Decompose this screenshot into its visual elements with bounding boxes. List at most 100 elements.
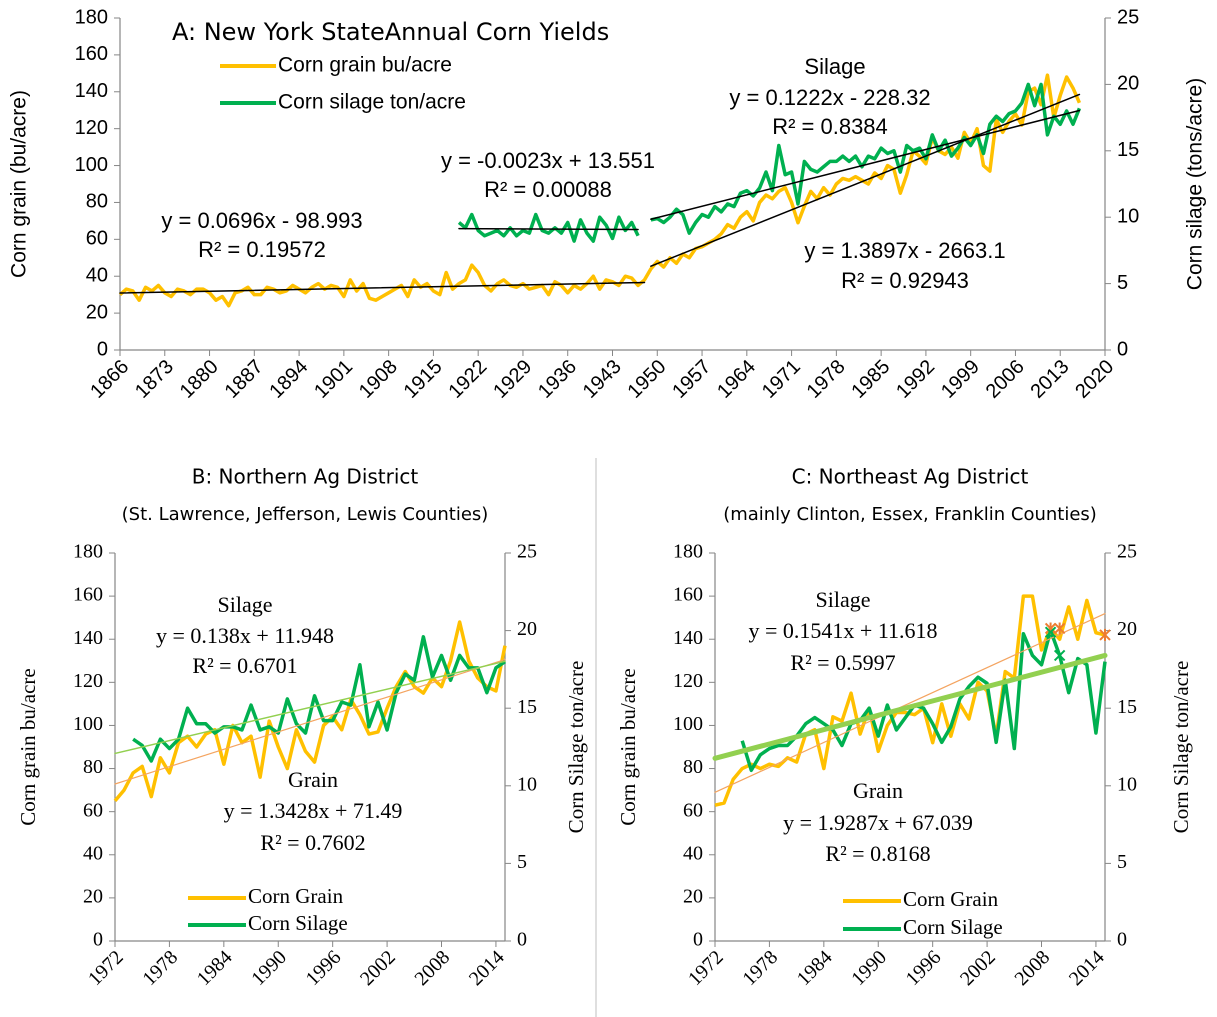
y2-axis-title: Corn silage (tons/acre) [1184,78,1207,290]
legend-label: Corn grain bu/acre [278,54,452,77]
y2-tick-label: 10 [1117,205,1139,227]
y2-tick-label: 25 [1117,6,1139,28]
annotation: R² = 0.5997 [790,650,895,675]
legend-label: Corn Silage [248,911,348,935]
chart-title: B: Northern Ag District [192,465,419,489]
point-marker [1053,649,1066,662]
trendline [119,281,646,294]
series-line [118,73,1082,308]
legend-label: Corn Silage [903,915,1003,939]
annotation: y = 1.3428x + 71.49 [224,798,403,823]
y-axis-title: Corn grain (bu/acre) [8,90,31,278]
y-tick-label: 180 [75,6,108,28]
annotation: y = 0.138x + 11.948 [156,623,334,648]
y-tick-label: 160 [75,43,108,65]
y-tick-label: 20 [83,885,103,907]
y-tick-label: 160 [673,584,703,606]
annotation: R² = 0.6701 [192,653,297,678]
trendline [114,658,506,785]
annotation: R² = 0.8168 [825,841,930,866]
y-tick-label: 0 [93,929,103,951]
point-marker [1053,622,1066,635]
series-line [740,628,1107,773]
point-marker [1099,628,1111,641]
chart-title: C: Northeast Ag District [792,465,1029,489]
y-tick-label: 100 [73,713,103,735]
legend-label: Corn Grain [248,884,344,908]
y2-tick-label: 25 [517,541,537,563]
y2-axis-title: Corn Silage ton/acre [1169,661,1193,834]
y2-tick-label: 20 [1117,618,1137,640]
annotation: R² = 0.92943 [841,268,969,293]
chart-subtitle: (St. Lawrence, Jefferson, Lewis Counties… [122,504,489,525]
annotation: R² = 0.00088 [484,177,612,202]
annotation: y = -0.0023x + 13.551 [441,148,655,173]
trendline [114,660,506,755]
y2-tick-label: 15 [517,696,537,718]
annotation: y = 0.1541x + 11.618 [749,618,938,643]
annotation: R² = 0.7602 [260,830,365,855]
trendline [650,93,1081,267]
y-tick-label: 120 [73,670,103,692]
series-line [113,620,507,803]
y2-tick-label: 20 [517,618,537,640]
y-tick-label: 0 [693,929,703,951]
y2-tick-label: 0 [1117,338,1128,360]
y2-axis-title: Corn Silage ton/acre [564,661,588,834]
trendline [458,227,639,231]
y-tick-label: 60 [683,799,703,821]
y2-tick-label: 20 [1117,73,1139,95]
y-tick-label: 100 [75,154,108,176]
y2-tick-label: 25 [1117,541,1137,563]
y2-tick-label: 0 [1117,929,1127,951]
annotation: Grain [853,778,903,803]
y2-tick-label: 5 [1117,272,1128,294]
y-tick-label: 120 [673,670,703,692]
trendline [650,109,1081,220]
y-tick-label: 20 [86,301,108,323]
y-axis-title: Corn grain bu/acre [616,668,640,825]
y-tick-label: 80 [86,191,108,213]
y-tick-label: 40 [86,265,108,287]
y-tick-label: 20 [683,885,703,907]
y2-tick-label: 15 [1117,139,1139,161]
annotation: R² = 0.8384 [772,114,888,139]
chart-subtitle: (mainly Clinton, Essex, Franklin Countie… [723,504,1097,525]
y-axis-title: Corn grain bu/acre [16,668,40,825]
y-tick-label: 0 [97,338,108,360]
legend-label: Corn Grain [903,887,999,911]
annotation: Silage [816,587,871,612]
y-tick-label: 40 [683,842,703,864]
y-tick-label: 80 [683,756,703,778]
annotation: y = 1.3897x - 2663.1 [804,238,1005,263]
annotation: Silage [804,54,865,79]
annotation: y = 1.9287x + 67.039 [783,810,973,835]
y2-tick-label: 5 [1117,851,1127,873]
y-tick-label: 140 [75,80,108,102]
annotation: Silage [218,592,273,617]
trendline [714,612,1106,793]
annotation: Grain [288,767,338,792]
y-tick-label: 180 [673,541,703,563]
y2-tick-label: 10 [1117,773,1137,795]
annotation: y = 0.0696x - 98.993 [161,208,362,233]
y-tick-label: 140 [673,627,703,649]
y-tick-label: 120 [75,117,108,139]
y-tick-label: 40 [83,842,103,864]
y-tick-label: 100 [673,713,703,735]
y-tick-label: 60 [83,799,103,821]
legend-label: Corn silage ton/acre [278,91,466,114]
y-tick-label: 60 [86,228,108,250]
point-marker [1044,626,1057,638]
y-tick-label: 80 [83,756,103,778]
trendline [712,652,1108,761]
annotation: y = 0.1222x - 228.32 [729,85,930,110]
annotation: R² = 0.19572 [198,237,326,262]
series-line [132,635,506,763]
y-tick-label: 180 [73,541,103,563]
y2-tick-label: 15 [1117,696,1137,718]
y-tick-label: 140 [73,627,103,649]
